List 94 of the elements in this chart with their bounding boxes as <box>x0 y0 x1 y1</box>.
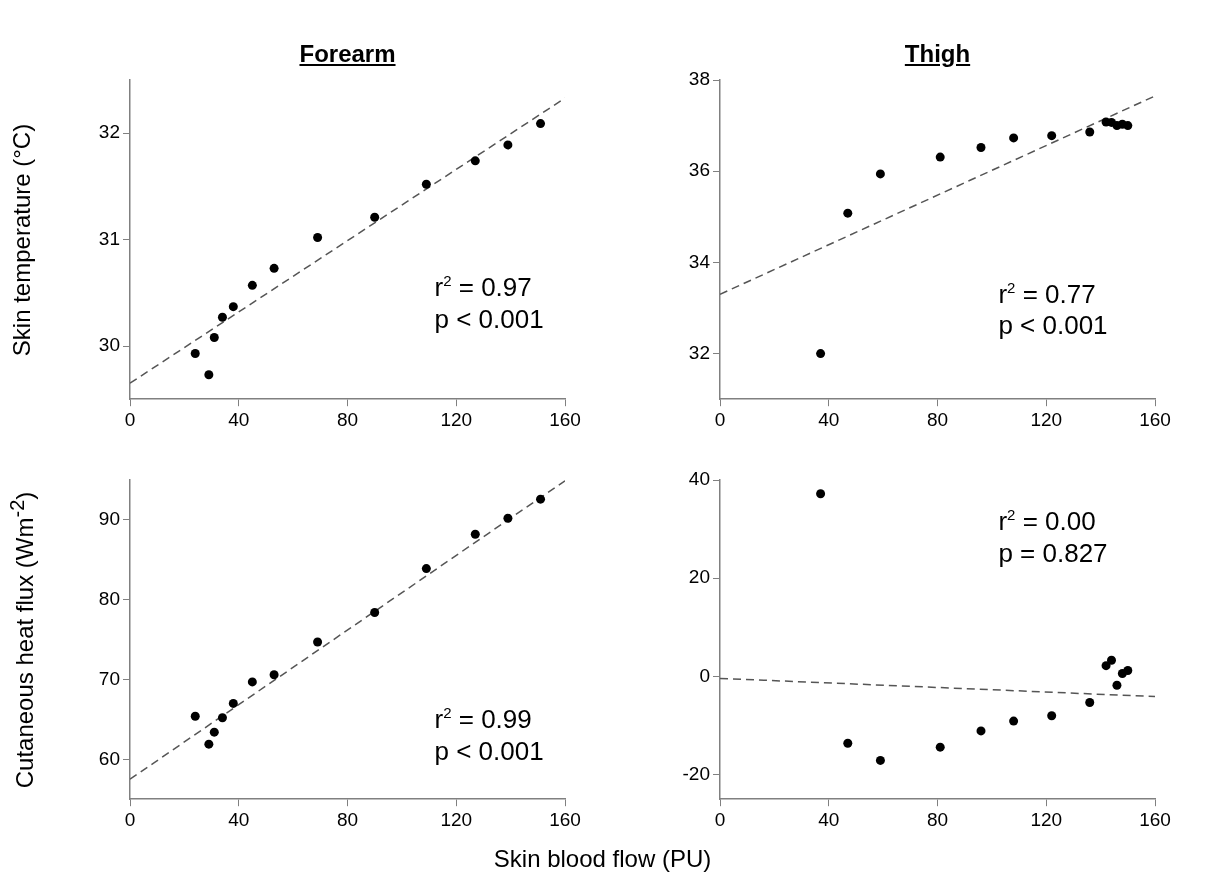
annotation: r$^{2}$ = 0.00 <box>998 504 1097 537</box>
point <box>503 140 513 150</box>
point <box>209 332 219 342</box>
x-tick-label: 40 <box>228 408 250 430</box>
point <box>1085 697 1095 707</box>
point <box>1085 127 1095 137</box>
x-tick-label: 40 <box>228 808 250 830</box>
point <box>190 711 200 721</box>
point <box>935 742 945 752</box>
point <box>816 349 826 359</box>
point <box>1009 716 1019 726</box>
point <box>313 232 323 242</box>
annotation: p < 0.001 <box>434 734 544 767</box>
point <box>209 727 219 737</box>
x-tick-label: 80 <box>336 408 359 430</box>
x-tick-label: 80 <box>926 808 949 830</box>
y-tick-label: 32 <box>688 341 710 363</box>
point <box>1112 680 1122 690</box>
point <box>1009 133 1019 143</box>
point <box>976 142 986 152</box>
point <box>217 713 227 723</box>
point <box>228 302 238 312</box>
y-tick-label: 36 <box>688 159 710 181</box>
chart-title: Forearm <box>299 40 396 68</box>
point <box>269 670 279 680</box>
y-tick-label: -20 <box>682 762 710 784</box>
point <box>816 489 826 499</box>
x-axis-title: Skin blood flow (PU) <box>493 845 712 873</box>
point <box>935 152 945 162</box>
point <box>190 348 200 358</box>
x-tick-label: 120 <box>440 408 473 430</box>
y-tick-label: 80 <box>98 587 120 609</box>
point <box>421 564 431 574</box>
point <box>247 280 257 290</box>
y-tick-label: 40 <box>688 468 710 490</box>
annotation: r$^{2}$ = 0.99 <box>434 702 533 735</box>
point <box>843 208 853 218</box>
point <box>370 212 380 222</box>
y-tick-label: 30 <box>98 334 120 356</box>
point <box>204 739 214 749</box>
y-tick-label: 90 <box>98 508 120 530</box>
point <box>976 726 986 736</box>
point <box>470 529 480 539</box>
point <box>1047 131 1057 141</box>
y-tick-label: 0 <box>699 664 710 686</box>
point <box>470 156 480 166</box>
y-axis-title: Skin temperature (°C) <box>8 123 36 356</box>
annotation: p < 0.001 <box>998 309 1108 342</box>
point <box>1123 121 1133 131</box>
x-tick-label: 0 <box>714 808 726 830</box>
point <box>1123 666 1133 676</box>
x-tick-label: 0 <box>714 408 726 430</box>
point <box>217 312 227 322</box>
point <box>536 494 546 504</box>
point <box>370 607 380 617</box>
x-tick-label: 40 <box>818 808 840 830</box>
annotation: p < 0.001 <box>434 302 544 335</box>
y-tick-label: 34 <box>688 250 711 272</box>
point <box>269 263 279 273</box>
point <box>1047 711 1057 721</box>
x-tick-label: 80 <box>926 408 949 430</box>
y-tick-label: 32 <box>98 121 120 143</box>
y-tick-label: 70 <box>98 667 120 689</box>
annotation: r$^{2}$ = 0.77 <box>998 277 1097 310</box>
x-tick-label: 80 <box>336 808 359 830</box>
x-tick-label: 0 <box>124 808 136 830</box>
point <box>1101 661 1111 671</box>
chart-title: Thigh <box>904 40 971 68</box>
point <box>228 698 238 708</box>
x-tick-label: 40 <box>818 408 840 430</box>
x-tick-label: 120 <box>440 808 473 830</box>
point <box>875 169 885 179</box>
point <box>247 677 257 687</box>
x-tick-label: 120 <box>1030 808 1063 830</box>
y-tick-label: 20 <box>688 566 710 588</box>
point <box>503 513 513 523</box>
point <box>536 119 546 129</box>
x-tick-label: 160 <box>1139 808 1171 830</box>
point <box>204 370 214 380</box>
x-tick-label: 120 <box>1030 408 1063 430</box>
x-tick-label: 0 <box>124 408 136 430</box>
point <box>843 738 853 748</box>
x-tick-label: 160 <box>549 408 581 430</box>
point <box>313 637 323 647</box>
point <box>1107 655 1116 665</box>
y-tick-label: 38 <box>688 68 710 90</box>
point <box>875 755 885 765</box>
point <box>421 179 431 189</box>
y-tick-label: 60 <box>98 747 120 769</box>
y-tick-label: 31 <box>98 227 120 249</box>
annotation: p = 0.827 <box>998 536 1108 569</box>
x-tick-label: 160 <box>1139 408 1171 430</box>
x-tick-label: 160 <box>549 808 581 830</box>
annotation: r$^{2}$ = 0.97 <box>434 270 533 303</box>
